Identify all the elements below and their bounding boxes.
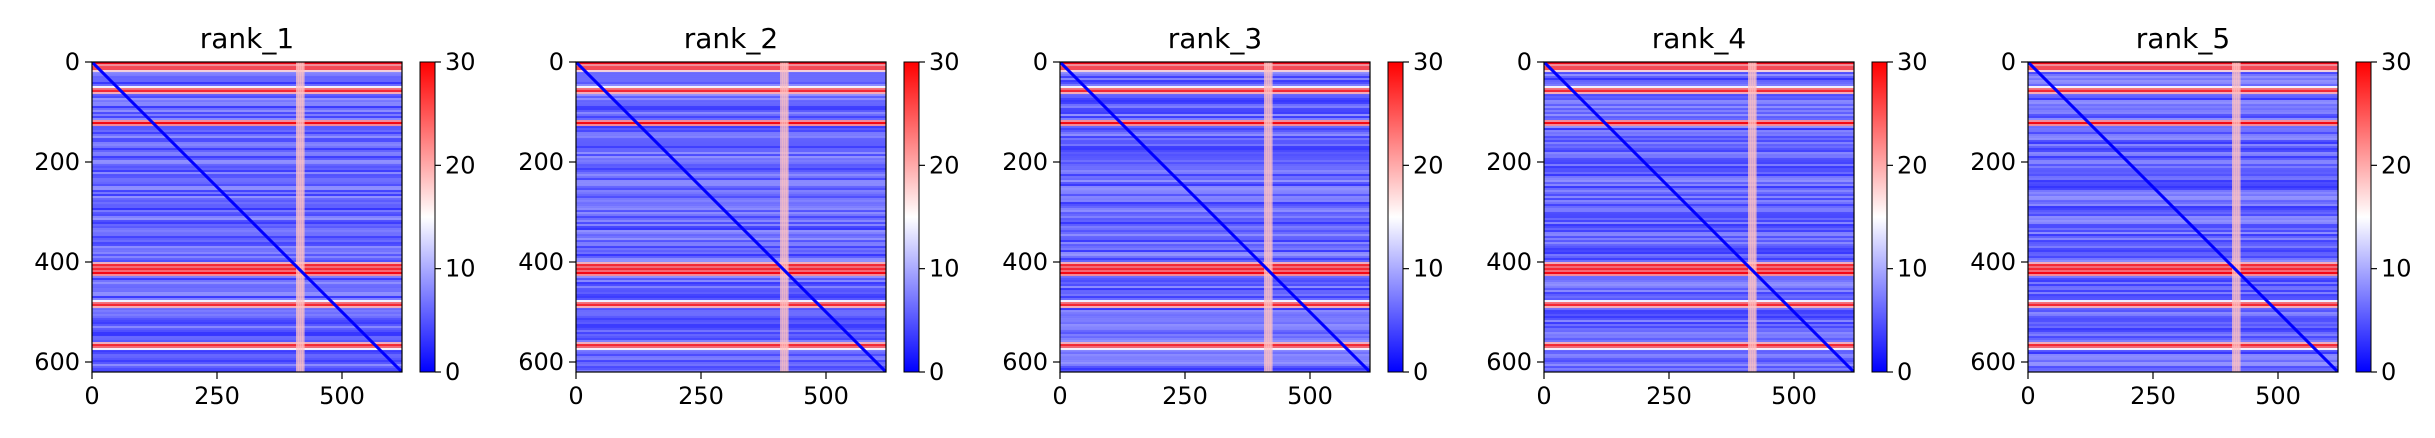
colorbar-tick-label: 30 bbox=[2381, 48, 2412, 76]
heatmap-frame bbox=[91, 61, 403, 373]
y-tick-label: 200 bbox=[1970, 148, 2016, 176]
x-tick-label: 0 bbox=[568, 382, 583, 410]
colorbar bbox=[2355, 61, 2372, 373]
heatmap-cells bbox=[1060, 62, 1370, 372]
y-tick-label: 0 bbox=[1517, 48, 1532, 76]
heatmap-cells bbox=[1544, 62, 1854, 372]
x-tick-label: 250 bbox=[678, 382, 724, 410]
y-tick-label: 400 bbox=[518, 248, 564, 276]
heatmap-frame bbox=[575, 61, 887, 373]
colorbar-tick-label: 20 bbox=[445, 151, 476, 179]
x-tick-label: 500 bbox=[1287, 382, 1333, 410]
colorbar-tick-label: 10 bbox=[1897, 255, 1928, 283]
y-tick-label: 600 bbox=[1486, 348, 1532, 376]
x-tick-label: 0 bbox=[2020, 382, 2035, 410]
heatmap-frame bbox=[2027, 61, 2339, 373]
y-tick-label: 0 bbox=[549, 48, 564, 76]
y-tick-label: 600 bbox=[34, 348, 80, 376]
chart-title: rank_1 bbox=[200, 22, 294, 55]
chart-title: rank_5 bbox=[2136, 22, 2230, 55]
heatmap-frame bbox=[1059, 61, 1371, 373]
colorbar bbox=[903, 61, 920, 373]
colorbar-tick-label: 30 bbox=[1413, 48, 1444, 76]
x-tick-label: 250 bbox=[194, 382, 240, 410]
y-tick-label: 200 bbox=[1486, 148, 1532, 176]
colorbar-tick-label: 10 bbox=[2381, 255, 2412, 283]
colorbar-tick-label: 10 bbox=[1413, 255, 1444, 283]
x-tick-label: 250 bbox=[2130, 382, 2176, 410]
y-tick-label: 200 bbox=[34, 148, 80, 176]
y-tick-label: 400 bbox=[34, 248, 80, 276]
colorbar bbox=[1871, 61, 1888, 373]
y-tick-label: 0 bbox=[1033, 48, 1048, 76]
colorbar-tick-label: 0 bbox=[1897, 358, 1912, 386]
colorbar bbox=[419, 61, 436, 373]
colorbar-tick-label: 10 bbox=[929, 255, 960, 283]
x-tick-label: 500 bbox=[1771, 382, 1817, 410]
chart-title: rank_2 bbox=[684, 22, 778, 55]
y-tick-label: 400 bbox=[1970, 248, 2016, 276]
heatmap-frame bbox=[1543, 61, 1855, 373]
colorbar-tick-label: 20 bbox=[1897, 151, 1928, 179]
colorbar-tick-label: 0 bbox=[929, 358, 944, 386]
x-tick-label: 500 bbox=[803, 382, 849, 410]
y-tick-label: 400 bbox=[1486, 248, 1532, 276]
y-tick-label: 600 bbox=[518, 348, 564, 376]
colorbar-tick-label: 30 bbox=[929, 48, 960, 76]
y-tick-label: 0 bbox=[2001, 48, 2016, 76]
colorbar-tick-label: 20 bbox=[2381, 151, 2412, 179]
x-tick-label: 250 bbox=[1162, 382, 1208, 410]
colorbar-tick-label: 20 bbox=[929, 151, 960, 179]
x-tick-label: 0 bbox=[1536, 382, 1551, 410]
y-tick-label: 600 bbox=[1970, 348, 2016, 376]
heatmap-cells bbox=[92, 62, 402, 372]
y-tick-label: 400 bbox=[1002, 248, 1048, 276]
colorbar-tick-label: 0 bbox=[1413, 358, 1428, 386]
x-tick-label: 0 bbox=[84, 382, 99, 410]
chart-title: rank_4 bbox=[1652, 22, 1746, 55]
colorbar bbox=[1387, 61, 1404, 373]
y-tick-label: 200 bbox=[518, 148, 564, 176]
colorbar-tick-label: 10 bbox=[445, 255, 476, 283]
colorbar-tick-label: 0 bbox=[445, 358, 460, 386]
colorbar-tick-label: 30 bbox=[1897, 48, 1928, 76]
x-tick-label: 500 bbox=[2255, 382, 2301, 410]
y-tick-label: 0 bbox=[65, 48, 80, 76]
x-tick-label: 500 bbox=[319, 382, 365, 410]
x-tick-label: 250 bbox=[1646, 382, 1692, 410]
y-tick-label: 600 bbox=[1002, 348, 1048, 376]
y-tick-label: 200 bbox=[1002, 148, 1048, 176]
colorbar-tick-label: 30 bbox=[445, 48, 476, 76]
x-tick-label: 0 bbox=[1052, 382, 1067, 410]
heatmap-cells bbox=[2028, 62, 2338, 372]
colorbar-tick-label: 20 bbox=[1413, 151, 1444, 179]
chart-title: rank_3 bbox=[1168, 22, 1262, 55]
colorbar-tick-label: 0 bbox=[2381, 358, 2396, 386]
heatmap-cells bbox=[576, 62, 886, 372]
